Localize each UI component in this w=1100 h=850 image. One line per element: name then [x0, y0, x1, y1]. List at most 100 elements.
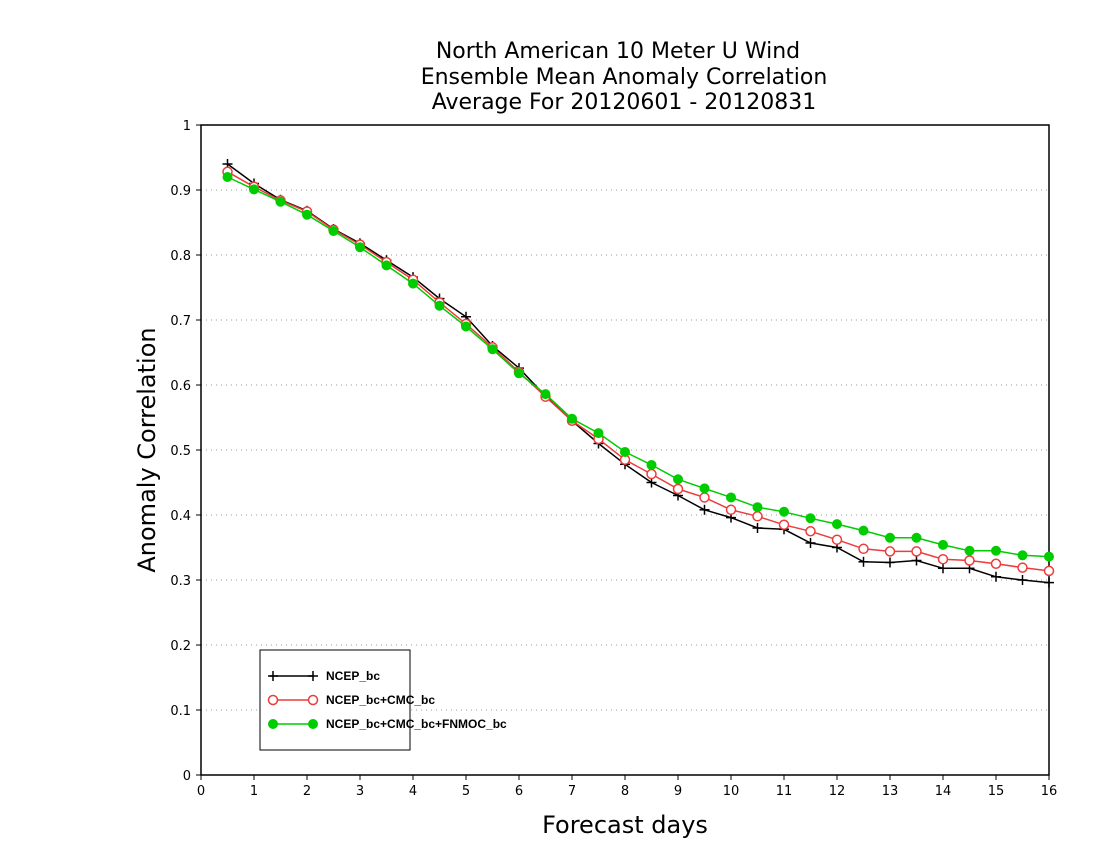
- data-point: [885, 557, 895, 568]
- data-point: [1043, 565, 1055, 577]
- x-tick-label: 7: [568, 784, 576, 799]
- data-point: [805, 513, 816, 524]
- y-tick-label: 0.7: [170, 314, 191, 329]
- data-point: [1044, 577, 1054, 588]
- legend-marker: [267, 694, 279, 706]
- y-tick-label: 0.8: [170, 249, 191, 264]
- data-point: [1017, 562, 1028, 573]
- data-point: [672, 483, 684, 495]
- series-line: [227, 163, 1050, 584]
- title-line-2: Ensemble Mean Anomaly Correlation: [421, 65, 828, 90]
- data-point: [593, 428, 604, 439]
- series-line: [227, 171, 1050, 572]
- series-1: [222, 159, 1054, 588]
- x-tick-label: 4: [409, 784, 417, 799]
- legend: NCEP_bc NCEP_bc+CMC_bc NCEP_bc+CMC_bc+FNMO…: [259, 649, 507, 751]
- data-point: [1044, 551, 1054, 562]
- title-line-1: North American 10 Meter U Wind: [436, 39, 800, 64]
- x-tick-label: 11: [776, 784, 793, 799]
- data-point: [964, 545, 975, 556]
- data-point: [990, 558, 1002, 569]
- data-point: [381, 260, 392, 271]
- data-point: [699, 504, 710, 515]
- y-tick-label: 0: [183, 769, 191, 784]
- data-point: [884, 546, 896, 557]
- data-point: [408, 278, 418, 289]
- data-point: [752, 511, 763, 522]
- y-tick-label: 1: [183, 119, 191, 134]
- legend-label: NCEP_bc+CMC_bc: [326, 693, 435, 707]
- data-point: [646, 468, 657, 480]
- data-point: [567, 413, 577, 424]
- x-tick-label: 10: [723, 784, 740, 799]
- series-line: [227, 176, 1050, 558]
- data-point: [991, 545, 1001, 556]
- legend-label: NCEP_bc+CMC_bc+FNMOC_bc: [326, 717, 507, 731]
- title-line-3: Average For 20120601 - 20120831: [432, 90, 817, 115]
- data-point: [778, 519, 790, 530]
- data-point: [646, 459, 657, 470]
- legend-marker: [308, 671, 318, 681]
- legend-marker: [268, 671, 278, 681]
- data-point: [752, 523, 763, 533]
- x-tick-label: 9: [674, 784, 682, 799]
- data-point: [673, 474, 683, 485]
- data-point: [514, 368, 524, 379]
- data-point: [1017, 550, 1028, 561]
- data-point: [275, 196, 286, 207]
- x-tick-label: 15: [988, 784, 1005, 799]
- data-point: [726, 492, 736, 503]
- data-point: [832, 519, 842, 530]
- y-tick-label: 0.1: [170, 704, 191, 719]
- data-point: [1017, 575, 1028, 585]
- data-point: [911, 546, 922, 557]
- x-tick-label: 6: [515, 784, 523, 799]
- data-point: [858, 525, 869, 536]
- x-axis-label: Forecast days: [542, 811, 708, 839]
- data-point: [911, 555, 922, 566]
- series-2: [222, 166, 1055, 577]
- legend-marker: [268, 719, 278, 729]
- data-point: [858, 543, 869, 555]
- data-point: [779, 506, 789, 517]
- y-tick-label: 0.5: [170, 444, 191, 459]
- data-point: [991, 571, 1001, 582]
- legend-label: NCEP_bc: [326, 669, 380, 683]
- data-point: [699, 492, 710, 503]
- data-point: [805, 537, 816, 548]
- y-tick-label: 0.4: [170, 509, 191, 524]
- data-point: [222, 172, 233, 182]
- legend-marker: [307, 694, 319, 706]
- data-point: [725, 504, 737, 516]
- y-tick-label: 0.2: [170, 639, 191, 654]
- data-point: [487, 344, 498, 355]
- data-point: [249, 184, 259, 195]
- x-tick-label: 5: [462, 784, 470, 799]
- data-point: [885, 532, 895, 543]
- x-tick-label: 12: [829, 784, 846, 799]
- series-3: [222, 172, 1054, 562]
- series-group: [222, 159, 1055, 588]
- data-point: [752, 502, 763, 513]
- data-point: [328, 225, 339, 236]
- legend-marker: [308, 719, 318, 729]
- data-point: [805, 526, 816, 537]
- data-point: [434, 300, 445, 311]
- data-point: [355, 242, 365, 253]
- y-tick-label: 0.6: [170, 379, 191, 394]
- chart-title: North American 10 Meter U Wind Ensemble …: [421, 39, 828, 115]
- data-point: [938, 563, 948, 574]
- data-point: [858, 556, 869, 567]
- x-tick-label: 1: [250, 784, 258, 799]
- y-tick-label: 0.9: [170, 184, 191, 199]
- data-point: [302, 209, 312, 220]
- legend-items: NCEP_bc NCEP_bc+CMC_bc NCEP_bc+CMC_bc+FNMO…: [267, 669, 507, 731]
- x-tick-label: 14: [935, 784, 952, 799]
- data-point: [964, 555, 975, 566]
- data-point: [937, 553, 949, 565]
- data-point: [911, 532, 922, 543]
- data-point: [620, 446, 630, 457]
- x-tick-label: 13: [882, 784, 899, 799]
- x-tick-label: 0: [197, 784, 205, 799]
